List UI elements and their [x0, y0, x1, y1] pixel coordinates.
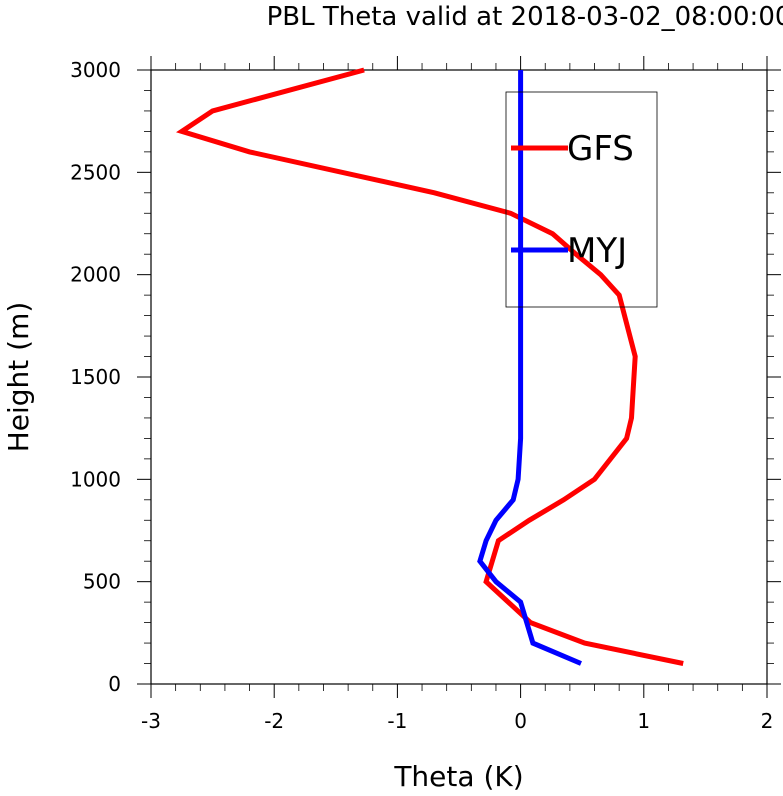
- legend-label-gfs: GFS: [567, 129, 634, 169]
- plot-axes: -3 -2 -1 0 1 2 0 500 1000 1500 2000 2500 3000: [70, 56, 781, 733]
- x-tick-label: 2: [761, 709, 774, 733]
- y-tick-label: 1000: [70, 467, 121, 491]
- y-tick-label: 1500: [70, 365, 121, 389]
- plot-frame: [150, 69, 768, 685]
- x-tick-label: -3: [141, 709, 161, 733]
- y-tick-label: 3000: [70, 58, 121, 82]
- x-axis-label: Theta (K): [393, 760, 523, 793]
- chart-title: PBL Theta valid at 2018-03-02_08:00:00: [267, 2, 783, 32]
- y-tick-label: 0: [108, 672, 121, 696]
- y-axis-label: Height (m): [2, 302, 35, 453]
- series-line-gfs: [175, 67, 684, 666]
- x-tick-label: -1: [387, 709, 407, 733]
- x-tick-label: -2: [264, 709, 284, 733]
- y-tick-label: 2000: [70, 263, 121, 287]
- legend-label-myj: MYJ: [567, 231, 627, 271]
- y-tick-label: 500: [83, 570, 121, 594]
- legend-box: [505, 91, 658, 308]
- y-tick-label: 2500: [70, 160, 121, 184]
- x-tick-label: 1: [637, 709, 650, 733]
- legend: GFS MYJ: [505, 91, 658, 308]
- x-tick-label: 0: [514, 709, 527, 733]
- series-line-myj: [477, 70, 582, 666]
- series-layer: [175, 67, 684, 666]
